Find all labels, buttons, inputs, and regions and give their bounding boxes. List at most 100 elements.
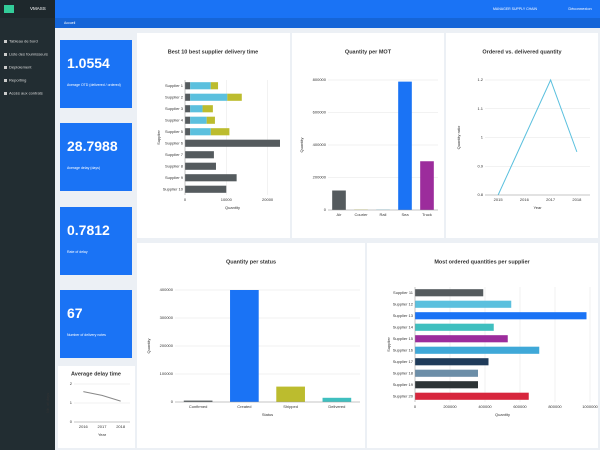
y-tick-label: 400000 [313, 142, 327, 147]
y-tick-label: 600000 [313, 110, 327, 115]
panel [292, 33, 444, 238]
bar [415, 335, 508, 343]
brand: VMASS [30, 6, 46, 11]
bar [185, 151, 214, 159]
bar [230, 290, 259, 402]
x-tick-label: 400000 [478, 404, 492, 409]
y-tick-label: 1 [481, 135, 484, 140]
bar [415, 369, 478, 377]
menu-item[interactable]: Accès aux contrats [9, 91, 43, 96]
x-tick-label: 1000000 [582, 404, 598, 409]
menu-icon [4, 53, 7, 56]
bar [415, 358, 489, 366]
x-tick-label: 200000 [443, 404, 457, 409]
kpi-value: 1.0554 [67, 55, 110, 71]
x-tick-label: 0 [184, 197, 187, 202]
chart-title: Most ordered quantities per supplier [434, 259, 530, 265]
bar [227, 93, 242, 101]
y-tick-label: Supplier 9 [165, 175, 184, 180]
kpi-card [60, 290, 132, 358]
y-tick-label: 400000 [160, 287, 174, 292]
x-tick-label: Truck [422, 212, 432, 217]
x-tick-label: 2016 [79, 424, 89, 429]
y-tick-label: 200000 [160, 343, 174, 348]
logout[interactable]: Déconnexion [568, 6, 591, 11]
bar [185, 174, 237, 182]
bar [185, 162, 216, 170]
kpi-card [60, 40, 132, 108]
menu-icon [4, 79, 7, 82]
menu-item[interactable]: Déploiement [9, 65, 32, 70]
menu-icon [4, 92, 7, 95]
y-tick-label: Supplier 4 [165, 117, 184, 122]
bar [190, 105, 203, 113]
bar [190, 116, 207, 124]
x-tick-label: 2016 [520, 197, 530, 202]
y-tick-label: Supplier 17 [393, 359, 414, 364]
y-tick-label: Supplier 3 [165, 106, 184, 111]
x-axis-label: Quantity [225, 205, 240, 210]
x-tick-label: 2018 [116, 424, 126, 429]
breadcrumb[interactable]: Accueil [64, 21, 76, 25]
y-tick-label: 0 [324, 207, 327, 212]
y-tick-label: Supplier 15 [393, 336, 414, 341]
x-tick-label: 10000 [221, 197, 233, 202]
y-tick-label: Supplier 8 [165, 163, 184, 168]
bar [185, 116, 191, 124]
kpi-label: Rate of delay [67, 250, 88, 254]
bar [190, 93, 228, 101]
user[interactable]: MANAGER SUPPLY CHAIN [493, 7, 537, 11]
menu-item[interactable]: Liste des fournisseurs [9, 52, 48, 57]
bar [210, 82, 219, 90]
x-axis-label: Year [533, 205, 542, 210]
y-axis-label: Quantity [146, 339, 151, 354]
kpi-value: 28.7988 [67, 138, 118, 154]
y-tick-label: Supplier 10 [163, 186, 184, 191]
bar [190, 128, 211, 136]
y-tick-label: 0 [70, 419, 73, 424]
kpi-card [60, 207, 132, 275]
bar [332, 190, 346, 210]
bar [185, 128, 191, 136]
bar [420, 161, 434, 210]
panel [137, 33, 290, 238]
panel [58, 366, 135, 448]
x-axis-label: Quantity [495, 412, 510, 417]
y-tick-label: 100000 [160, 371, 174, 376]
menu-item[interactable]: Tableau de bord [9, 39, 38, 44]
line [497, 78, 578, 196]
breadcrumb-bar [55, 18, 600, 28]
x-tick-label: 2018 [572, 197, 582, 202]
top-bar [0, 0, 600, 18]
menu-icon [4, 66, 7, 69]
kpi-value: 0.7812 [67, 222, 110, 238]
chart-title: Quantity per MOT [345, 49, 392, 55]
x-tick-label: Confirmed [189, 404, 207, 409]
chart-title: Best 10 best supplier delivery time [168, 49, 258, 55]
y-tick-label: Supplier 12 [393, 301, 414, 306]
bar [185, 185, 227, 193]
logo [4, 5, 14, 13]
y-tick-label: 200000 [313, 175, 327, 180]
y-tick-label: 800000 [313, 77, 327, 82]
y-axis-label: Supplier [386, 337, 391, 352]
logo-area [0, 0, 55, 18]
bar [415, 323, 494, 331]
y-tick-label: Supplier 7 [165, 152, 184, 157]
chart-title: Quantity per status [226, 259, 276, 265]
y-tick-label: 2 [70, 381, 73, 386]
x-axis-label: Status [262, 412, 273, 417]
y-tick-label: 300000 [160, 315, 174, 320]
kpi-card [60, 123, 132, 191]
y-axis-label: Nb. of days [45, 393, 50, 413]
kpi-label: Number of delivery notes [67, 333, 106, 337]
bar [183, 400, 213, 402]
y-tick-label: 0.9 [477, 163, 483, 168]
y-tick-label: 1 [70, 400, 73, 405]
kpi-label: Average OTD (delivered / ordered) [67, 83, 121, 87]
bar [185, 105, 191, 113]
bar [415, 289, 484, 297]
menu-item[interactable]: Reporting [9, 78, 26, 83]
x-tick-label: Shipped [283, 404, 298, 409]
